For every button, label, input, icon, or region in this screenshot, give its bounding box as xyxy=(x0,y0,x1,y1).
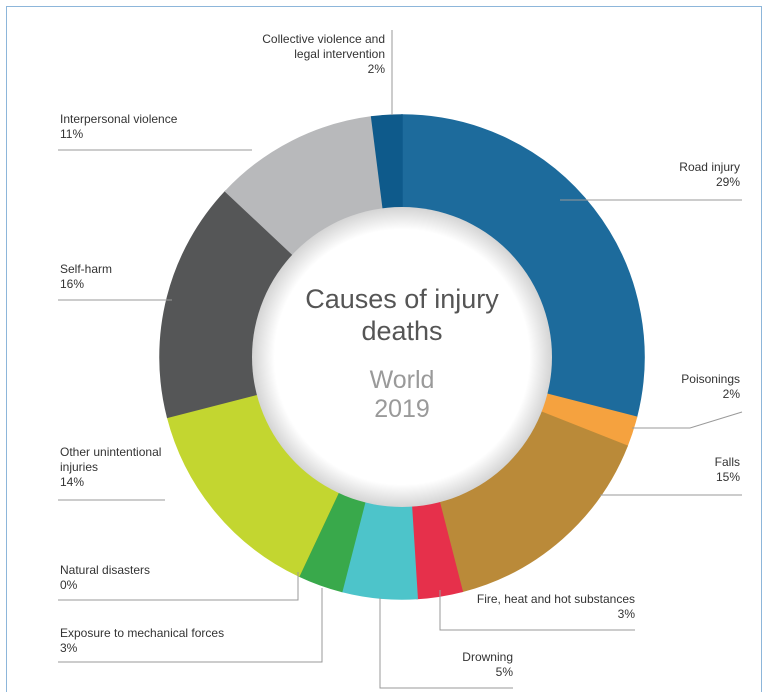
slice-label: Road injury 29% xyxy=(590,160,740,190)
slice-label: Drowning 5% xyxy=(393,650,513,680)
category-label: Fire, heat and hot substances xyxy=(476,592,635,606)
leader-line xyxy=(632,411,743,429)
category-label: Falls xyxy=(714,455,740,469)
value-label: 2% xyxy=(722,387,740,401)
slice-label: Natural disasters 0% xyxy=(60,563,210,593)
leader-line xyxy=(58,572,299,601)
leader-line xyxy=(379,598,513,689)
value-label: 2% xyxy=(367,62,385,76)
value-label: 29% xyxy=(715,175,740,189)
value-label: 3% xyxy=(60,641,78,655)
category-label: Poisonings xyxy=(681,372,740,386)
value-label: 14% xyxy=(60,475,85,489)
slice-label: Self-harm 16% xyxy=(60,262,210,292)
category-label: Exposure to mechanical forces xyxy=(60,626,225,640)
category-label: Other unintentional injuries xyxy=(60,445,162,474)
slice-label: Other unintentional injuries 14% xyxy=(60,445,170,490)
category-label: Collective violence and legal interventi… xyxy=(262,32,385,61)
category-label: Interpersonal violence xyxy=(60,112,178,126)
value-label: 3% xyxy=(617,607,635,621)
leader-line xyxy=(439,590,635,631)
category-label: Drowning xyxy=(462,650,513,664)
category-label: Road injury xyxy=(679,160,740,174)
hole xyxy=(252,207,552,507)
category-label: Natural disasters xyxy=(60,563,151,577)
chart-subtitle: World 2019 xyxy=(369,366,435,423)
value-label: 5% xyxy=(495,665,513,679)
category-label: Self-harm xyxy=(60,262,113,276)
slice-label: Poisonings 2% xyxy=(620,372,740,402)
frame xyxy=(6,6,762,692)
leader-line xyxy=(58,588,323,663)
slice-label: Fire, heat and hot substances 3% xyxy=(435,592,635,622)
slice-label: Falls 15% xyxy=(620,455,740,485)
value-label: 0% xyxy=(60,578,78,592)
slice-label: Interpersonal violence 11% xyxy=(60,112,240,142)
value-label: 11% xyxy=(60,127,84,141)
value-label: 15% xyxy=(715,470,740,484)
slice-label: Collective violence and legal interventi… xyxy=(245,32,385,77)
slice-label: Exposure to mechanical forces 3% xyxy=(60,626,260,656)
chart-title: Causes of injury deaths xyxy=(305,284,499,346)
value-label: 16% xyxy=(60,277,85,291)
